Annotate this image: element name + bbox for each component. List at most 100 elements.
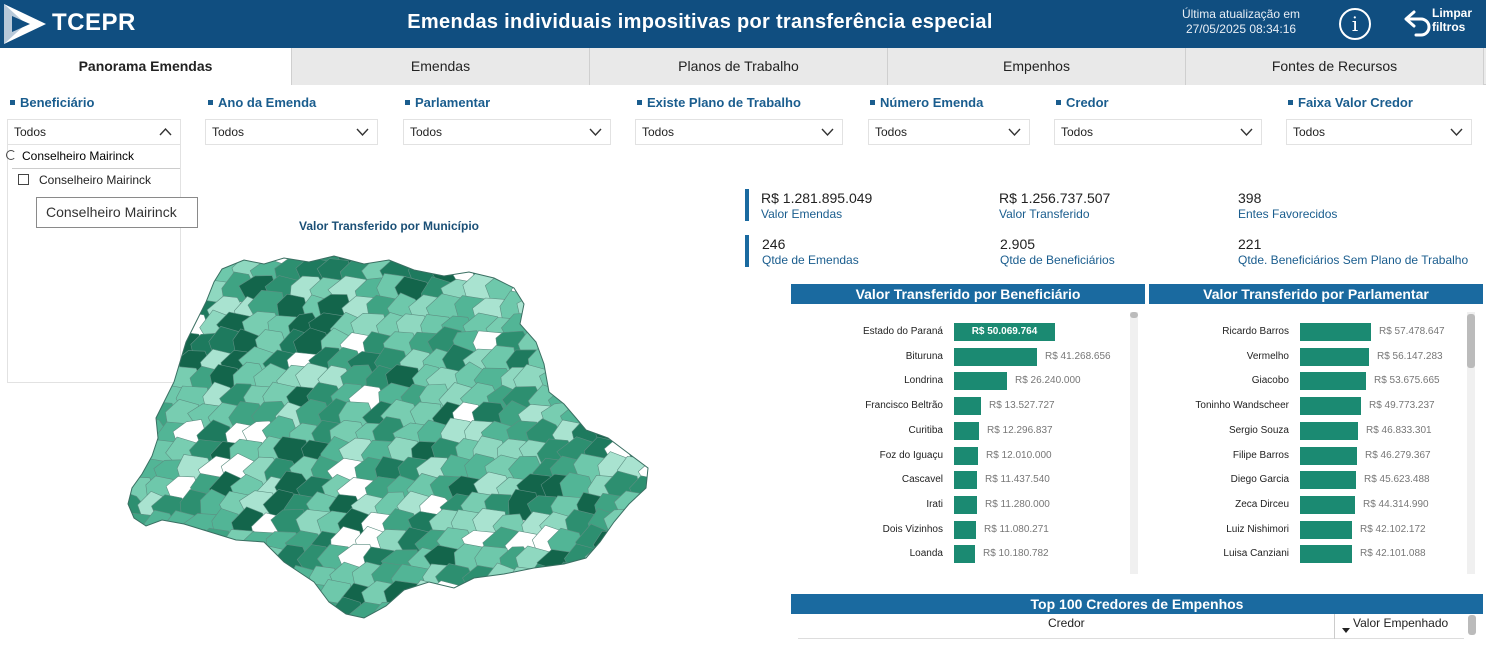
option-checkbox[interactable] bbox=[18, 174, 29, 185]
municipality-shape[interactable] bbox=[602, 242, 643, 253]
bar[interactable] bbox=[1300, 446, 1357, 465]
municipality-shape[interactable] bbox=[265, 600, 302, 626]
municipality-shape[interactable] bbox=[601, 542, 639, 576]
municipality-shape[interactable] bbox=[557, 296, 596, 328]
municipality-shape[interactable] bbox=[603, 293, 644, 327]
municipality-shape[interactable] bbox=[387, 242, 422, 255]
municipality-shape[interactable] bbox=[128, 346, 164, 381]
municipality-shape[interactable] bbox=[561, 242, 599, 251]
municipality-shape[interactable] bbox=[462, 242, 499, 270]
municipality-shape[interactable] bbox=[508, 599, 542, 626]
municipality-shape[interactable] bbox=[207, 547, 248, 582]
municipality-shape[interactable] bbox=[182, 547, 224, 578]
municipality-shape[interactable] bbox=[131, 599, 169, 626]
municipality-shape[interactable] bbox=[174, 277, 210, 309]
municipality-cells[interactable] bbox=[124, 242, 654, 626]
bar[interactable] bbox=[954, 446, 978, 465]
municipality-shape[interactable] bbox=[452, 242, 490, 251]
municipality-shape[interactable] bbox=[629, 403, 654, 436]
municipality-shape[interactable] bbox=[157, 242, 197, 271]
municipality-shape[interactable] bbox=[463, 598, 499, 626]
municipality-shape[interactable] bbox=[124, 398, 132, 433]
municipality-shape[interactable] bbox=[591, 562, 633, 592]
municipality-shape[interactable] bbox=[124, 398, 156, 433]
municipality-shape[interactable] bbox=[124, 602, 151, 627]
bar[interactable] bbox=[954, 495, 977, 514]
municipality-shape[interactable] bbox=[155, 602, 189, 626]
municipality-shape[interactable] bbox=[574, 242, 611, 271]
municipality-shape[interactable] bbox=[124, 330, 132, 364]
municipality-shape[interactable] bbox=[560, 580, 596, 610]
municipality-shape[interactable] bbox=[178, 598, 219, 626]
municipality-shape[interactable] bbox=[614, 242, 652, 272]
municipality-shape[interactable] bbox=[612, 566, 649, 599]
municipality-shape[interactable] bbox=[374, 601, 413, 626]
municipality-shape[interactable] bbox=[629, 258, 654, 290]
bar[interactable] bbox=[1300, 372, 1366, 391]
municipality-shape[interactable] bbox=[618, 384, 653, 418]
tab-fontes-de-recursos[interactable]: Fontes de Recursos bbox=[1186, 48, 1484, 85]
municipality-shape[interactable] bbox=[248, 242, 287, 254]
tab-panorama-emendas[interactable]: Panorama Emendas bbox=[0, 48, 292, 85]
dropdown-option[interactable]: Conselheiro Mairinck bbox=[39, 173, 152, 187]
municipality-shape[interactable] bbox=[124, 419, 147, 453]
bar[interactable] bbox=[954, 545, 975, 564]
tab-planos-de-trabalho[interactable]: Planos de Trabalho bbox=[590, 48, 888, 85]
municipality-shape[interactable] bbox=[187, 581, 228, 610]
municipality-shape[interactable] bbox=[124, 578, 158, 615]
scrollbar-parlamentar[interactable] bbox=[1467, 312, 1475, 574]
scrollbar-beneficiario[interactable] bbox=[1130, 312, 1138, 574]
municipality-shape[interactable] bbox=[618, 346, 651, 382]
municipality-shape[interactable] bbox=[626, 507, 654, 541]
municipality-shape[interactable] bbox=[409, 242, 444, 253]
municipality-shape[interactable] bbox=[144, 543, 181, 577]
municipality-shape[interactable] bbox=[527, 598, 564, 627]
municipality-shape[interactable] bbox=[154, 279, 194, 309]
municipality-shape[interactable] bbox=[124, 311, 144, 347]
municipality-shape[interactable] bbox=[592, 602, 633, 627]
dropdown-plano-trabalho[interactable]: Todos bbox=[635, 119, 843, 145]
municipality-shape[interactable] bbox=[130, 242, 171, 275]
municipality-shape[interactable] bbox=[124, 256, 156, 289]
municipality-shape[interactable] bbox=[597, 277, 638, 309]
municipality-shape[interactable] bbox=[300, 242, 336, 251]
municipality-shape[interactable] bbox=[248, 600, 282, 626]
table-scrollbar-thumb[interactable] bbox=[1468, 615, 1476, 635]
dropdown-faixa-valor[interactable]: Todos bbox=[1286, 119, 1472, 145]
column-header-valor-empenhado[interactable]: Valor Empenhado bbox=[1353, 616, 1449, 630]
municipality-shape[interactable] bbox=[642, 277, 655, 309]
municipality-shape[interactable] bbox=[143, 242, 178, 257]
municipality-shape[interactable] bbox=[615, 276, 654, 311]
municipality-shape[interactable] bbox=[198, 567, 240, 597]
info-icon[interactable]: i bbox=[1339, 8, 1371, 40]
municipality-shape[interactable] bbox=[624, 547, 654, 579]
municipality-shape[interactable] bbox=[232, 242, 267, 253]
municipality-shape[interactable] bbox=[289, 604, 324, 626]
municipality-shape[interactable] bbox=[152, 529, 192, 562]
bar[interactable] bbox=[1300, 421, 1358, 440]
municipality-shape[interactable] bbox=[605, 257, 644, 292]
municipality-shape[interactable] bbox=[167, 257, 206, 288]
municipality-shape[interactable] bbox=[575, 564, 610, 596]
municipality-shape[interactable] bbox=[505, 242, 544, 272]
municipality-shape[interactable] bbox=[585, 328, 626, 360]
municipality-shape[interactable] bbox=[581, 255, 620, 289]
bar[interactable] bbox=[954, 323, 1055, 341]
municipality-shape[interactable] bbox=[143, 581, 183, 616]
municipality-shape[interactable] bbox=[614, 604, 653, 626]
municipality-shape[interactable] bbox=[638, 563, 654, 596]
bar[interactable] bbox=[1300, 495, 1355, 514]
municipality-shape[interactable] bbox=[549, 279, 587, 313]
municipality-shape[interactable] bbox=[547, 314, 589, 346]
scrollbar-thumb[interactable] bbox=[1467, 314, 1475, 368]
municipality-shape[interactable] bbox=[482, 598, 520, 626]
dropdown-parlamentar[interactable]: Todos bbox=[403, 119, 611, 145]
municipality-shape[interactable] bbox=[323, 242, 358, 254]
municipality-shape[interactable] bbox=[176, 529, 216, 559]
municipality-shape[interactable] bbox=[553, 598, 589, 626]
scrollbar-thumb[interactable] bbox=[1130, 312, 1138, 318]
undo-arrow-icon[interactable] bbox=[1402, 6, 1434, 38]
municipality-shape[interactable] bbox=[360, 242, 397, 254]
municipality-shape[interactable] bbox=[592, 530, 632, 564]
municipality-shape[interactable] bbox=[252, 582, 291, 611]
